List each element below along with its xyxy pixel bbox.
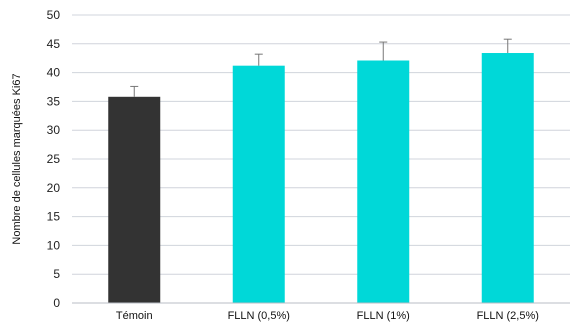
bars bbox=[108, 53, 534, 304]
y-tick-label: 0 bbox=[53, 296, 60, 310]
y-tick-label: 40 bbox=[47, 66, 61, 80]
error-bars bbox=[130, 38, 512, 97]
y-tick-label: 20 bbox=[47, 181, 61, 195]
y-tick-label: 50 bbox=[47, 8, 61, 22]
y-tick-label: 30 bbox=[47, 123, 61, 137]
y-tick-label: 45 bbox=[47, 37, 61, 51]
error-bar bbox=[379, 41, 388, 61]
x-category-label: Témoin bbox=[116, 310, 153, 322]
y-tick-label: 5 bbox=[53, 267, 60, 281]
bar bbox=[357, 60, 410, 304]
bar bbox=[232, 65, 285, 303]
y-tick-labels: 0 5 10 15 20 25 30 35 40 45 50 bbox=[47, 8, 61, 310]
y-tick-label: 15 bbox=[47, 210, 61, 224]
bar bbox=[108, 96, 161, 304]
bar bbox=[481, 53, 534, 304]
error-bar bbox=[130, 85, 139, 97]
y-tick-label: 35 bbox=[47, 94, 61, 108]
x-category-labels: Témoin FLLN (0,5%) FLLN (1%) FLLN (2,5%) bbox=[116, 310, 539, 322]
y-tick-label: 10 bbox=[47, 238, 61, 252]
y-axis-title: Nombre de cellules marquées Ki67 bbox=[11, 73, 23, 244]
y-tick-label: 25 bbox=[47, 152, 61, 166]
error-bar bbox=[254, 53, 263, 66]
x-category-label: FLLN (0,5%) bbox=[228, 310, 290, 322]
x-category-label: FLLN (2,5%) bbox=[477, 310, 539, 322]
x-category-label: FLLN (1%) bbox=[357, 310, 410, 322]
error-bar bbox=[503, 38, 512, 54]
